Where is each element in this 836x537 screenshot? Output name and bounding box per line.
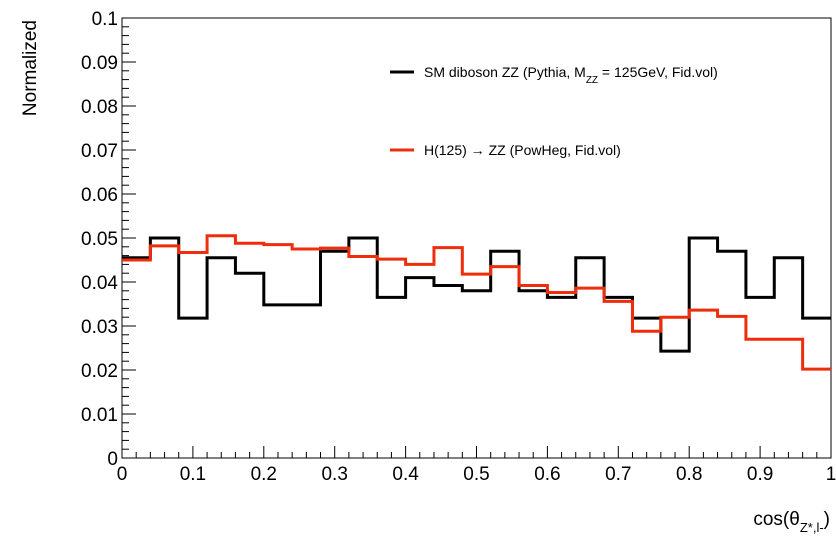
y-tick-label: 0 <box>107 449 118 470</box>
series-sm-diboson <box>122 236 831 353</box>
y-tick-label: 0.04 <box>81 273 118 294</box>
x-tick-label: 0.8 <box>676 464 702 485</box>
y-tick-label: 0.1 <box>92 9 118 30</box>
x-tick-label: 0.9 <box>747 464 773 485</box>
y-tick-label: 0.09 <box>81 53 118 74</box>
legend-label-higgs: H(125) → ZZ (PowHeg, Fid.vol) <box>424 142 621 158</box>
x-axis-title: cos(θZ*,l-) <box>753 509 830 535</box>
x-tick-label: 1 <box>826 464 836 485</box>
series-line <box>122 236 831 353</box>
y-tick-label: 0.01 <box>81 405 118 426</box>
x-tick-label: 0.2 <box>251 464 277 485</box>
x-tick-label: 0.5 <box>463 464 489 485</box>
y-tick-label: 0.03 <box>81 317 118 338</box>
plot-frame <box>121 17 832 459</box>
legend: SM diboson ZZ (Pythia, MZZ = 125GeV, Fid… <box>390 64 718 158</box>
series-line <box>122 234 831 371</box>
axes: 0 0.1 0.2 0.3 0.4 0.5 0.6 0.7 0.8 0.9 1 0 0.01 0.02 0.… <box>81 9 836 485</box>
x-tick-label: 0.3 <box>321 464 347 485</box>
y-tick-label: 0.08 <box>81 97 118 118</box>
x-tick-label: 0.7 <box>605 464 631 485</box>
y-axis-title: Normalized <box>20 20 41 116</box>
series-higgs <box>122 234 831 371</box>
x-tick-label: 0.6 <box>534 464 560 485</box>
y-tick-label: 0.06 <box>81 185 118 206</box>
legend-label-sm-diboson: SM diboson ZZ (Pythia, MZZ = 125GeV, Fid… <box>424 64 718 86</box>
x-tick-label: 0 <box>117 464 128 485</box>
x-tick-label: 0.1 <box>180 464 206 485</box>
y-tick-label: 0.02 <box>81 361 118 382</box>
y-tick-label: 0.05 <box>81 229 118 250</box>
series-layer <box>122 234 831 371</box>
y-tick-label: 0.07 <box>81 141 118 162</box>
x-tick-label: 0.4 <box>392 464 419 485</box>
